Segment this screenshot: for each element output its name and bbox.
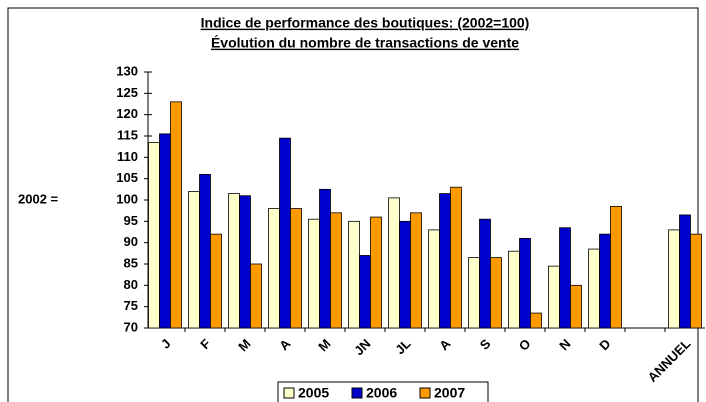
y-tick-label: 105 (116, 170, 138, 185)
x-tick-label: O (516, 336, 534, 354)
x-tick-label: D (596, 336, 613, 353)
y-tick-label: 85 (124, 255, 138, 270)
bar (330, 212, 342, 329)
bar (199, 173, 211, 329)
y-tick-label: 95 (124, 213, 138, 228)
bar (468, 257, 480, 329)
x-tick-label: M (235, 336, 253, 354)
x-tick-label: F (197, 336, 213, 352)
bar (410, 212, 422, 329)
bar (319, 188, 331, 329)
bar (159, 133, 171, 329)
bar (348, 220, 360, 329)
y-tick-label: 90 (124, 234, 138, 249)
bar (479, 218, 491, 329)
x-tick-label: S (477, 336, 494, 353)
chart-border (7, 7, 699, 402)
bar (450, 186, 462, 329)
x-tick-label: ANNUEL (645, 336, 694, 385)
x-tick-label: J (158, 336, 174, 352)
legend-swatch (351, 387, 363, 399)
bar (239, 195, 251, 329)
bar (210, 233, 222, 329)
x-tick-label: JL (392, 336, 413, 357)
legend-swatch (283, 387, 295, 399)
bar (370, 216, 382, 329)
y-tick-label: 110 (117, 149, 138, 164)
bar (599, 233, 611, 329)
x-tick-label: A (436, 336, 454, 354)
chart-title: Indice de performance des boutiques: (20… (201, 15, 530, 31)
x-tick-label: A (276, 336, 294, 354)
bar (428, 229, 440, 329)
y-tick-label: 115 (117, 127, 138, 142)
bar (610, 205, 622, 329)
x-tick-label: JN (351, 336, 373, 358)
bar (268, 208, 280, 329)
bar (250, 263, 262, 329)
bar (399, 220, 411, 329)
bar (228, 193, 240, 329)
y-tick-label: 125 (116, 85, 138, 100)
legend-swatch (419, 387, 431, 399)
y-tick-label: 75 (124, 298, 138, 313)
y-tick-label: 130 (116, 63, 138, 78)
legend-label: 2006 (366, 385, 397, 401)
x-tick-label: M (315, 336, 333, 354)
bar (548, 265, 560, 329)
y-tick-label: 100 (116, 191, 138, 206)
bar (679, 214, 691, 329)
x-tick-label: N (556, 336, 573, 353)
bar (148, 141, 160, 329)
y-axis-label: 2002 = (18, 191, 59, 206)
bar (170, 101, 182, 329)
bar (570, 284, 582, 329)
legend-label: 2005 (298, 385, 329, 401)
y-tick-label: 80 (124, 277, 138, 292)
bar (519, 237, 531, 329)
bar (530, 312, 542, 329)
bar (690, 233, 702, 329)
bar (290, 208, 302, 329)
chart-subtitle: Évolution du nombre de transactions de v… (211, 35, 519, 51)
bar (359, 255, 371, 329)
bar (668, 229, 680, 329)
bar (439, 193, 451, 329)
bar (490, 257, 502, 329)
bar (188, 191, 200, 329)
bar (588, 248, 600, 329)
y-tick-label: 70 (124, 319, 138, 334)
legend-label: 2007 (434, 385, 465, 401)
bar (308, 218, 320, 329)
bar (508, 250, 520, 329)
bar (279, 137, 291, 329)
y-tick-label: 120 (116, 106, 138, 121)
bar (559, 227, 571, 329)
legend-box (277, 381, 489, 402)
bar (388, 197, 400, 329)
